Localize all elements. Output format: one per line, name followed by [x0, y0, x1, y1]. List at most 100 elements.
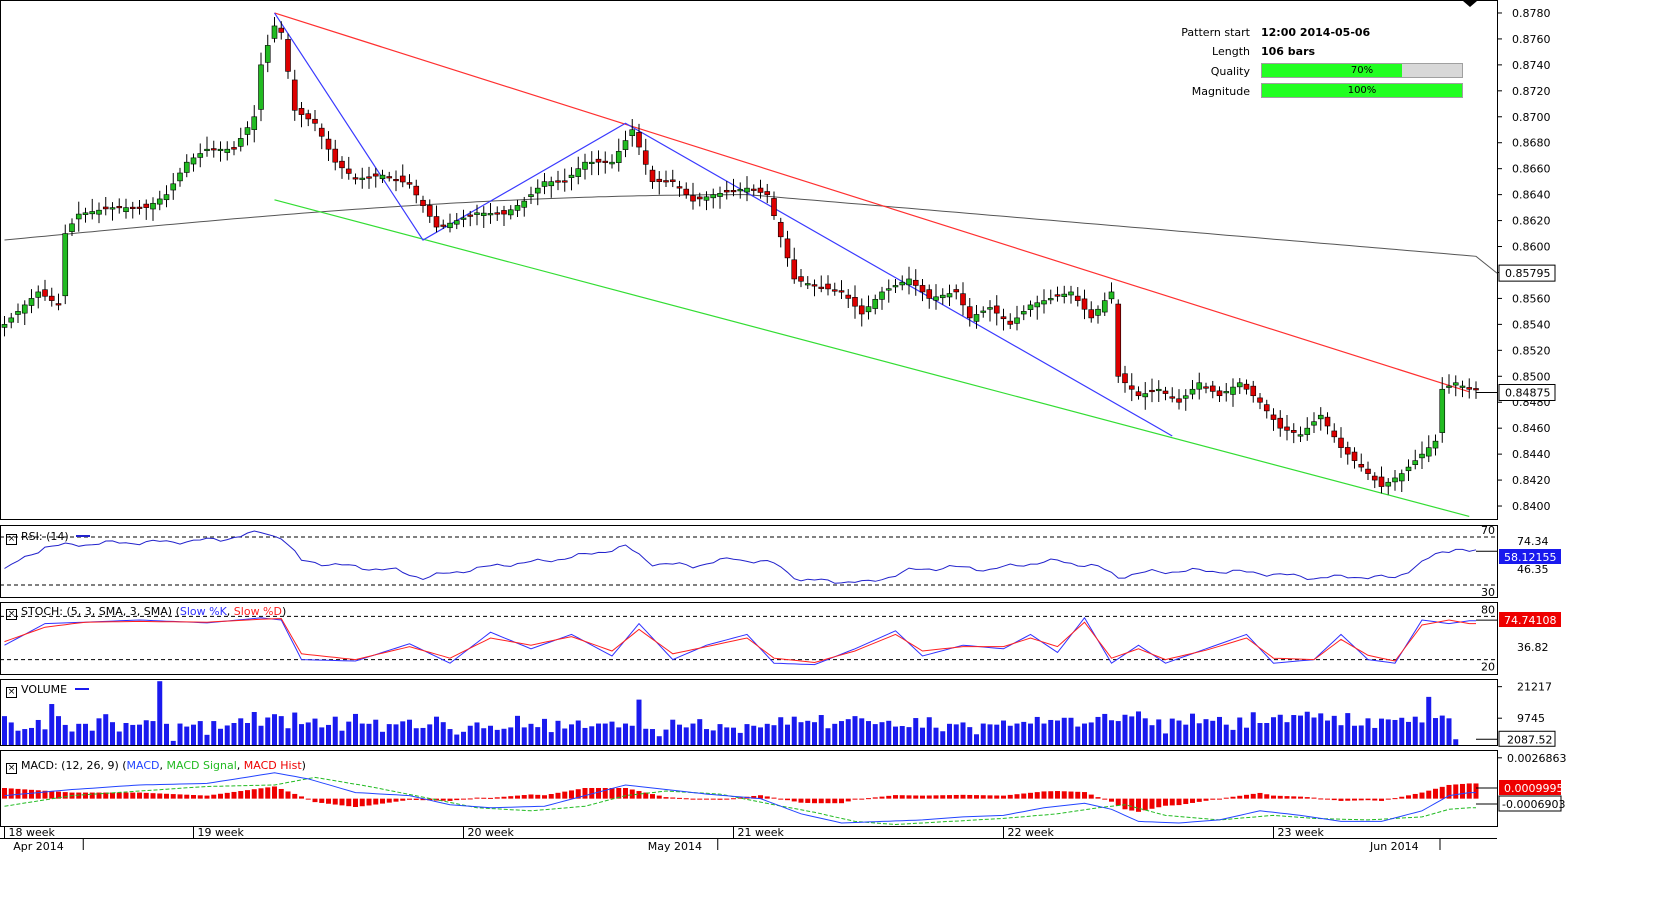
candle-body [555, 180, 561, 183]
candle-body [143, 203, 150, 208]
candle-body [852, 297, 858, 307]
candle-body [1385, 481, 1392, 487]
macd-hist-bar [717, 798, 723, 800]
volume-bar [218, 728, 223, 745]
candle-body [231, 147, 237, 150]
volume-bar [953, 724, 959, 745]
candle-body [318, 127, 325, 137]
rsi-axis-label: 46.35 [1517, 563, 1549, 576]
macd-hist-bar [1446, 784, 1452, 799]
macd-close-box[interactable]: × [6, 763, 17, 774]
volume-value-label: 2087.52 [1507, 733, 1553, 746]
macd-hist-bar [562, 791, 568, 799]
volume-bar [879, 722, 885, 745]
candle-body [750, 188, 757, 191]
volume-bar [1156, 719, 1162, 745]
candle-body [332, 148, 339, 163]
candle-body [244, 127, 251, 135]
candle-body [663, 180, 669, 183]
volume-bar [1034, 716, 1040, 745]
week-label: 22 week [1008, 826, 1055, 839]
price-tick-label: 0.8720 [1512, 85, 1551, 98]
macd-hist-bar [1311, 797, 1317, 799]
volume-bar [812, 722, 817, 745]
macd-panel-title: × MACD: (12, 26, 9) (MACD, MACD Signal, M… [6, 759, 306, 774]
candle-body [21, 304, 28, 314]
macd-hist-bar [629, 789, 635, 799]
candle-body [1128, 385, 1135, 390]
candle-body [1304, 427, 1311, 435]
macd-hist-bar [251, 789, 257, 799]
candle-body [777, 221, 784, 238]
macd-hist-bar [265, 787, 271, 799]
macd-hist-bar [1439, 786, 1445, 799]
macd-hist-bar [663, 797, 669, 799]
volume-bar [771, 725, 777, 745]
volume-bar [1345, 713, 1351, 745]
macd-hist-bar [812, 798, 817, 804]
volume-bar [1250, 712, 1256, 745]
macd-hist-bar [926, 795, 932, 799]
volume-bar [555, 720, 561, 745]
macd-hist-bar [366, 798, 372, 806]
candle-body [1142, 393, 1149, 398]
candle-body [453, 220, 460, 225]
candle-body [946, 293, 953, 298]
macd-hist-bar [339, 798, 345, 806]
volume-bar [427, 724, 433, 745]
rsi-value-box [1499, 549, 1561, 564]
candle-body [717, 193, 723, 197]
volume-bar [299, 724, 304, 745]
candle-body [980, 310, 987, 313]
macd-hist-bar [602, 788, 608, 799]
candle-body [987, 307, 993, 310]
macd-hist-bar [49, 791, 55, 799]
volume-bar [339, 730, 345, 745]
candle-body [1243, 383, 1250, 390]
macd-hist-bar [1237, 795, 1243, 799]
candle-body [393, 179, 399, 182]
volume-bar [1149, 725, 1155, 745]
stoch-value-box [1499, 612, 1561, 627]
volume-bar [231, 723, 237, 745]
volume-bar [1304, 711, 1310, 745]
macd-hist-bar [1304, 797, 1310, 799]
rsi-close-box[interactable]: × [6, 534, 17, 545]
macd-hist-bar [42, 790, 48, 799]
price-tick-label: 0.8560 [1512, 292, 1551, 305]
stoch-level-label: 80 [1481, 603, 1495, 616]
macd-hist-bar [1156, 798, 1162, 808]
volume-bar [22, 729, 28, 745]
stoch-close-box[interactable]: × [6, 609, 17, 620]
macd-hist-bar [690, 798, 696, 800]
macd-hist-bar [1142, 798, 1148, 811]
macd-hist-bar [697, 798, 703, 800]
volume-close-box[interactable]: × [6, 687, 17, 698]
candle-body [258, 64, 264, 110]
volume-bar [1048, 719, 1054, 745]
candle-body [926, 289, 933, 299]
pattern-start-value: 12:00 2014-05-06 [1261, 26, 1371, 39]
macd-hist-bar [62, 792, 68, 799]
candle-body [602, 160, 609, 163]
candle-body [730, 190, 737, 193]
macd-hist-bar [1041, 791, 1047, 799]
volume-bar [596, 723, 601, 745]
macd-hist-bar [1034, 792, 1040, 799]
volume-bar [987, 724, 993, 745]
candle-body [28, 298, 35, 306]
macd-hist-bar [1318, 798, 1324, 800]
volume-bar [407, 719, 412, 745]
candle-body [1162, 390, 1169, 394]
price-frame [0, 0, 1498, 520]
candle-body [278, 27, 285, 33]
volume-bar [859, 718, 865, 745]
candle-body [1425, 447, 1432, 457]
candle-body [656, 178, 663, 182]
macd-hist-bar [1028, 792, 1033, 799]
volume-bar [677, 724, 682, 745]
candle-body [1189, 388, 1196, 395]
candle-body [609, 161, 615, 165]
volume-value-box [1498, 730, 1556, 747]
candle-body [649, 169, 656, 182]
